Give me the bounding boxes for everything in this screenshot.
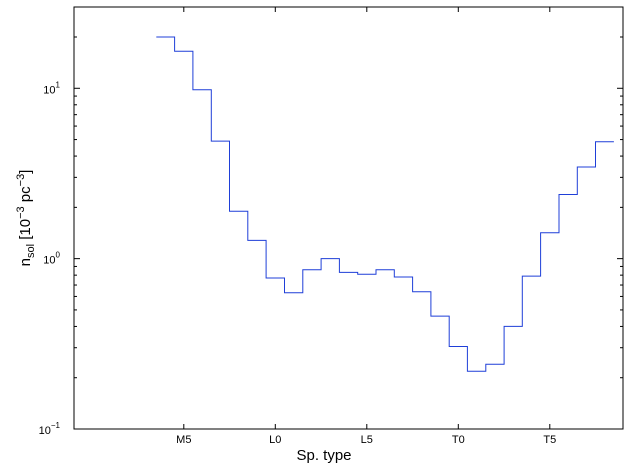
x-axis-label: Sp. type bbox=[296, 447, 351, 464]
series-step-line bbox=[156, 36, 614, 372]
y-axis-label-sub: sol bbox=[25, 244, 37, 258]
y-tick-label-base: 10 bbox=[43, 255, 55, 267]
x-tick-label: T0 bbox=[452, 434, 465, 446]
y-tick-label: 101 bbox=[43, 80, 60, 96]
y-tick-label: 10−1 bbox=[39, 421, 61, 437]
x-tick-label: L5 bbox=[361, 434, 373, 446]
y-axis-label-mid: pc bbox=[17, 186, 34, 207]
x-tick-label: T5 bbox=[543, 434, 556, 446]
x-tick-label: M5 bbox=[176, 434, 191, 446]
y-tick-label-exp: 0 bbox=[56, 251, 61, 260]
y-axis-label-end: ] bbox=[17, 170, 34, 174]
y-axis-label-base: n bbox=[17, 258, 34, 266]
x-tick-label: L0 bbox=[269, 434, 281, 446]
plot-area bbox=[73, 6, 624, 430]
y-axis-label: nsol [10−3 pc−3] bbox=[15, 170, 37, 267]
y-axis-label-sup1: −3 bbox=[15, 206, 27, 219]
y-tick-label-exp: 1 bbox=[56, 80, 61, 89]
y-axis-label-rest: [10 bbox=[17, 219, 34, 244]
y-tick-label-base: 10 bbox=[43, 84, 55, 96]
y-tick-label-base: 10 bbox=[39, 425, 51, 437]
y-axis-label-sup2: −3 bbox=[15, 174, 27, 187]
y-tick-label: 100 bbox=[43, 251, 60, 267]
y-tick-label-exp: −1 bbox=[51, 421, 61, 430]
